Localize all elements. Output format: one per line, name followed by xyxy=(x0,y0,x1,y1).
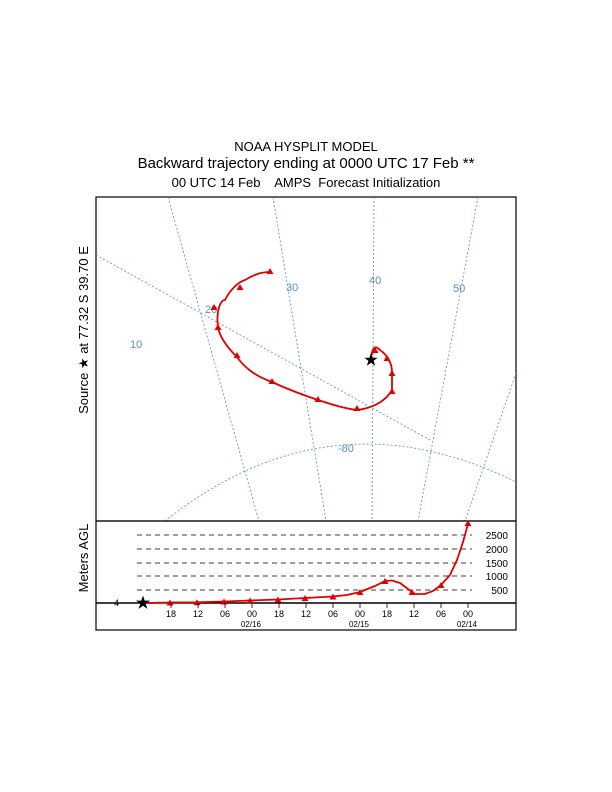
parallel-label: -80 xyxy=(338,443,354,455)
parallel-line xyxy=(164,443,516,521)
height-level-label: 500 xyxy=(491,586,508,597)
map-trajectory-line xyxy=(216,271,393,411)
time-tick-label: 00 xyxy=(355,609,365,619)
triangle-icon xyxy=(214,324,222,330)
triangle-icon xyxy=(383,355,391,361)
star-icon xyxy=(364,353,378,366)
triangle-icon xyxy=(166,599,174,606)
date-label: 02/15 xyxy=(349,620,370,629)
triangle-icon xyxy=(356,589,364,595)
time-tick-label: 12 xyxy=(193,609,203,619)
meridian-line xyxy=(167,197,260,521)
time-tick-label: 06 xyxy=(436,609,446,619)
time-tick-label: 12 xyxy=(301,609,311,619)
meridian-line xyxy=(272,197,327,521)
star-icon xyxy=(135,595,151,609)
height-level-label: 1000 xyxy=(486,572,509,583)
triangle-icon xyxy=(388,388,396,394)
triangle-icon xyxy=(193,599,201,606)
time-tick-label: 12 xyxy=(409,609,419,619)
height-ylabel: Meters AGL xyxy=(76,524,91,593)
triangle-icon xyxy=(210,304,218,310)
triangle-icon xyxy=(408,589,416,595)
meridian-line xyxy=(464,372,516,521)
triangle-icon xyxy=(371,347,379,353)
triangle-icon xyxy=(233,352,241,358)
triangle-icon xyxy=(274,596,282,603)
time-tick-label: 00 xyxy=(463,609,473,619)
date-label: 02/16 xyxy=(241,620,262,629)
time-tick-label: 18 xyxy=(382,609,392,619)
height-trajectory-markers xyxy=(166,520,472,606)
triangle-icon xyxy=(220,598,228,605)
height-level-label: 2500 xyxy=(486,531,509,542)
height-level-label: 2000 xyxy=(486,545,509,556)
meridian-label: 50 xyxy=(453,283,465,295)
map-ylabel: Source ★ at 77.32 S 39.70 E xyxy=(76,246,91,414)
triangle-icon xyxy=(388,370,396,376)
triangle-icon xyxy=(329,593,337,600)
triangle-icon xyxy=(266,268,274,274)
time-tick-label: 00 xyxy=(247,609,257,619)
map-frame xyxy=(95,196,517,522)
triangle-icon xyxy=(246,597,254,604)
triangle-icon xyxy=(437,582,445,588)
trajectory-title: Backward trajectory ending at 0000 UTC 1… xyxy=(137,155,475,172)
height-frame xyxy=(95,520,517,631)
time-tick-label: 18 xyxy=(166,609,176,619)
meridian-label: 40 xyxy=(369,275,381,287)
height-trajectory-line xyxy=(142,523,469,604)
triangle-icon xyxy=(464,520,472,526)
triangle-icon xyxy=(353,405,361,411)
triangle-icon xyxy=(314,396,322,402)
time-tick-label: 06 xyxy=(328,609,338,619)
source-height-label: 4 xyxy=(114,598,119,608)
triangle-icon xyxy=(236,284,244,290)
meridian-line xyxy=(417,197,479,521)
meridian-label: 30 xyxy=(286,282,298,294)
map-trajectory-markers xyxy=(210,268,396,411)
model-title: NOAA HYSPLIT MODEL xyxy=(234,139,378,154)
time-tick-label: 18 xyxy=(274,609,284,619)
triangle-icon xyxy=(301,595,309,601)
time-tick-label: 06 xyxy=(220,609,230,619)
triangle-icon xyxy=(381,578,389,584)
date-label: 02/14 xyxy=(457,620,478,629)
meridian-label: 10 xyxy=(130,339,142,351)
initialization-subtitle: 00 UTC 14 Feb AMPS Forecast Initializati… xyxy=(171,175,441,190)
triangle-icon xyxy=(268,378,276,384)
height-level-label: 1500 xyxy=(486,559,509,570)
